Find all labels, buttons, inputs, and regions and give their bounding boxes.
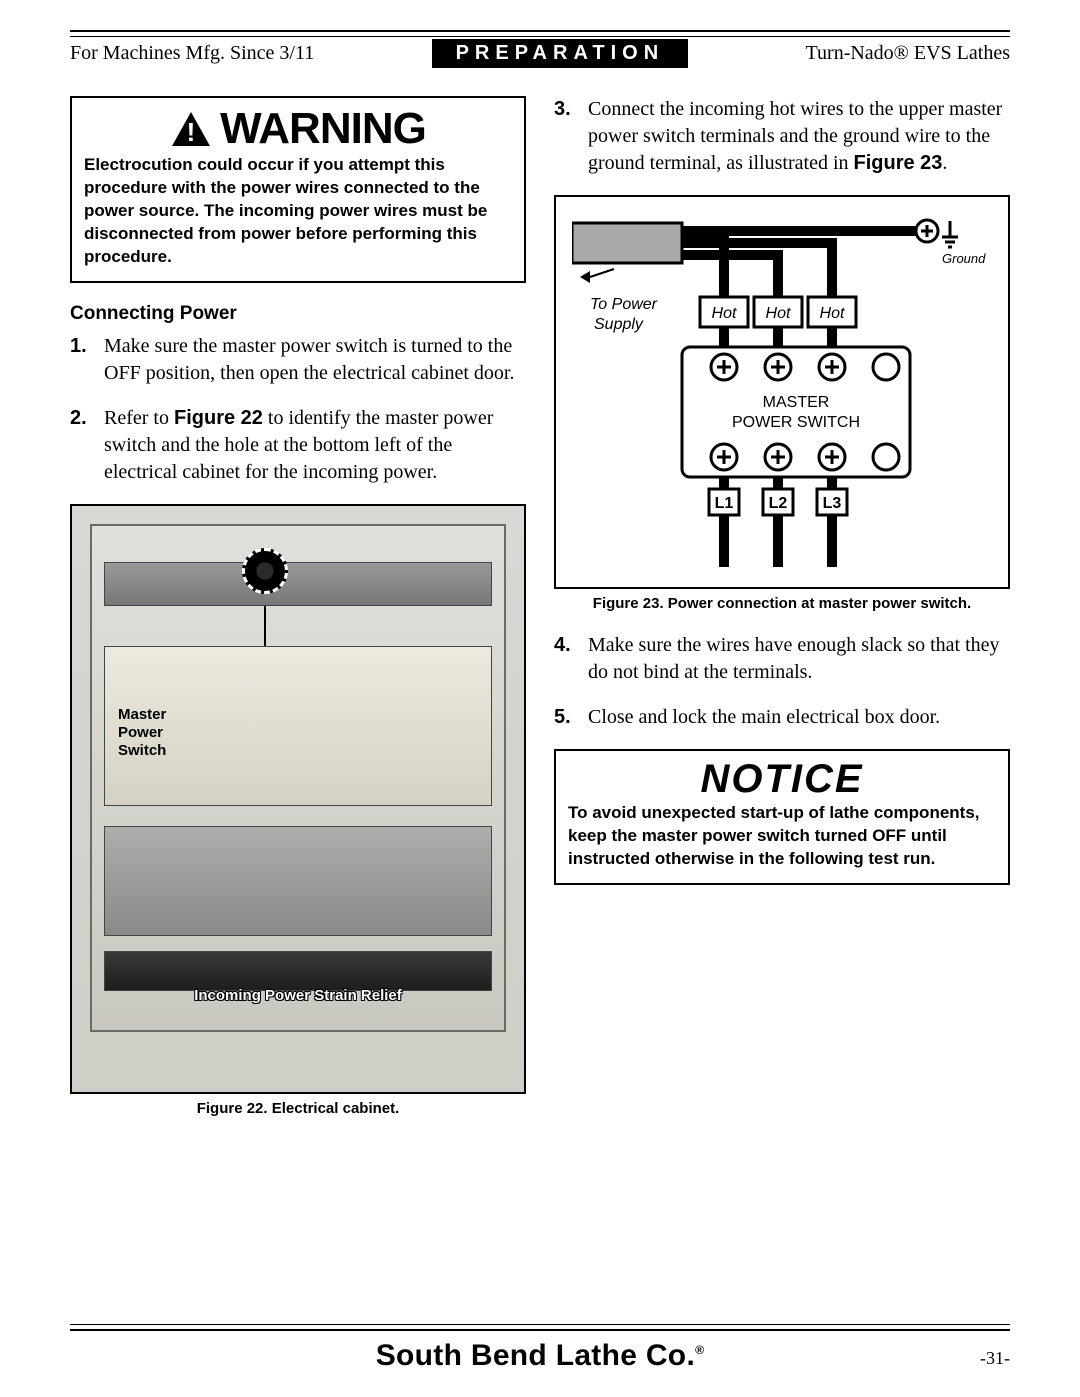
warning-box: ! WARNING Electrocution could occur if y… (70, 96, 526, 283)
fig22-mps-callout: Master Power Switch (118, 706, 166, 760)
steps-left: 1.Make sure the master power switch is t… (70, 333, 526, 486)
header-left: For Machines Mfg. Since 3/11 (70, 42, 314, 65)
step-item: 5. Close and lock the main electrical box… (554, 704, 1010, 731)
step-body: Make sure the master power switch is tur… (104, 333, 526, 387)
svg-text:Hot: Hot (766, 305, 791, 322)
step-number: 1. (70, 333, 92, 387)
connecting-power-heading: Connecting Power (70, 303, 526, 325)
step-item: 2.Refer to Figure 22 to identify the mas… (70, 405, 526, 486)
svg-text:Hot: Hot (820, 305, 845, 322)
step-body: Close and lock the main electrical box d… (588, 704, 940, 731)
warning-body: Electrocution could occur if you attempt… (84, 154, 512, 269)
notice-title: NOTICE (568, 757, 996, 802)
step-number: 2. (70, 405, 92, 486)
step-number: 5. (554, 704, 576, 731)
brand-name: South Bend Lathe Co.® (376, 1339, 704, 1373)
step-body: Connect the incoming hot wires to the up… (588, 96, 1010, 177)
svg-text:Hot: Hot (712, 305, 737, 322)
warning-title: WARNING (220, 104, 426, 154)
step-body: Make sure the wires have enough slack so… (588, 632, 1010, 686)
step-number: 4. (554, 632, 576, 686)
header-center-bar: PREPARATION (432, 39, 689, 68)
step-item: 4.Make sure the wires have enough slack … (554, 632, 1010, 686)
svg-text:L2: L2 (769, 495, 788, 512)
steps-right-a: 3.Connect the incoming hot wires to the … (554, 96, 1010, 177)
step-number: 3. (554, 96, 576, 177)
figure-22-caption: Figure 22. Electrical cabinet. (70, 1100, 526, 1117)
step-item: 3.Connect the incoming hot wires to the … (554, 96, 1010, 177)
svg-text:L1: L1 (715, 495, 734, 512)
step-body: Refer to Figure 22 to identify the maste… (104, 405, 526, 486)
step-item: 1.Make sure the master power switch is t… (70, 333, 526, 387)
svg-text:!: ! (187, 117, 196, 147)
figure-23-caption: Figure 23. Power connection at master po… (554, 595, 1010, 612)
svg-text:To Power: To Power (590, 296, 658, 313)
page-footer: South Bend Lathe Co.® -31- (70, 1324, 1010, 1373)
figure-22: Master Power Switch Incoming Power Strai… (70, 504, 526, 1094)
svg-text:Supply: Supply (594, 316, 644, 333)
figure-23: Ground To Power Supply Hot Hot Hot (554, 195, 1010, 589)
notice-body: To avoid unexpected start-up of lathe co… (568, 802, 996, 871)
page-header: For Machines Mfg. Since 3/11 PREPARATION… (70, 36, 1010, 68)
steps-right-b: 4.Make sure the wires have enough slack … (554, 632, 1010, 731)
right-column: 3.Connect the incoming hot wires to the … (554, 96, 1010, 1117)
warning-triangle-icon: ! (170, 110, 212, 148)
header-right: Turn-Nado® EVS Lathes (806, 42, 1010, 65)
page-number: -31- (980, 1348, 1010, 1369)
left-column: ! WARNING Electrocution could occur if y… (70, 96, 526, 1117)
fig22-bottom-label: Incoming Power Strain Relief (92, 987, 504, 1004)
svg-text:POWER SWITCH: POWER SWITCH (732, 414, 860, 431)
fig23-ground-label: Ground (942, 251, 986, 266)
notice-box: NOTICE To avoid unexpected start-up of l… (554, 749, 1010, 885)
svg-text:MASTER: MASTER (763, 394, 830, 411)
svg-text:L3: L3 (823, 495, 842, 512)
